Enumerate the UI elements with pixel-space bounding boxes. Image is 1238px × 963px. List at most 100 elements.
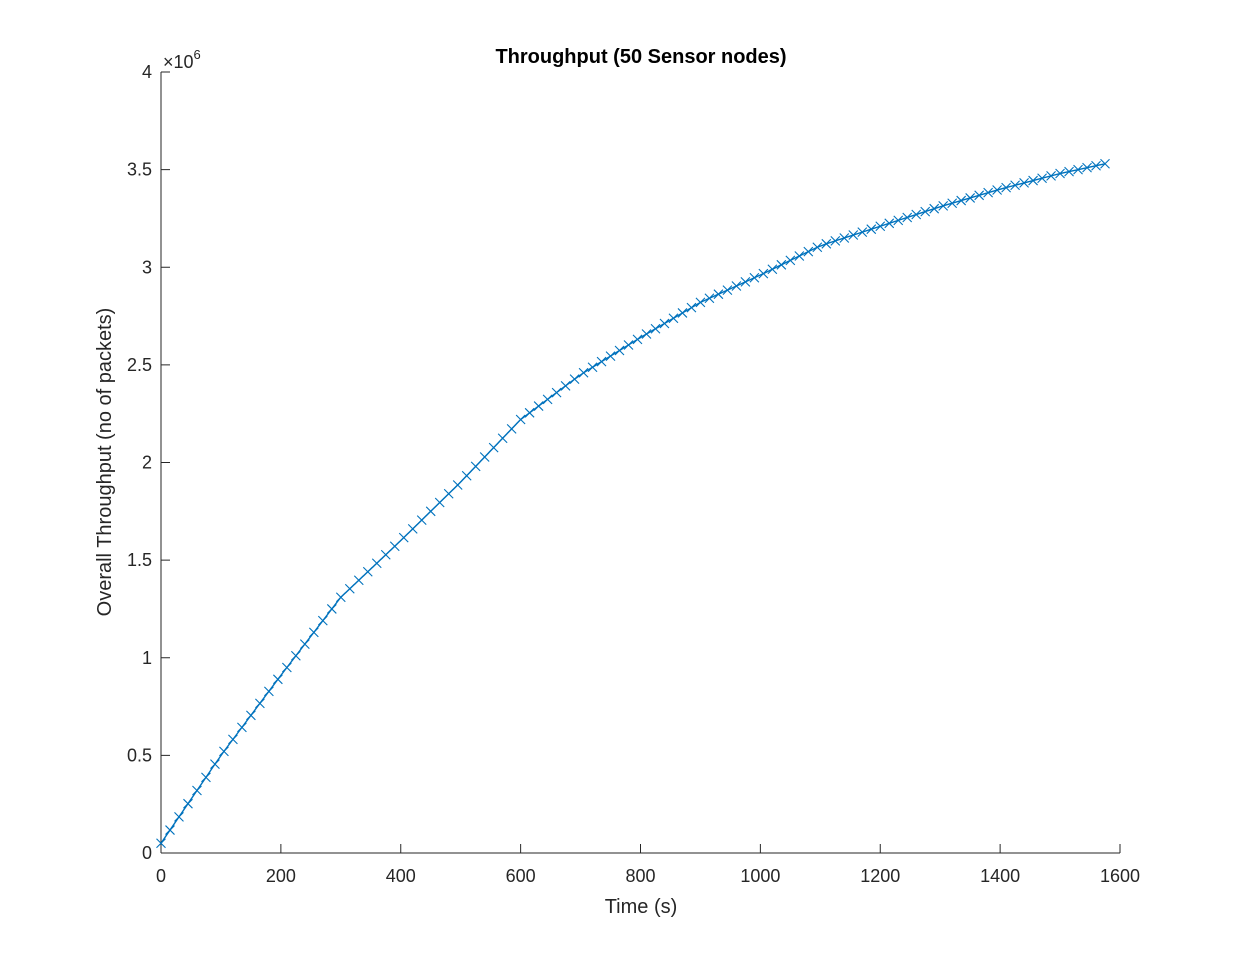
data-point-marker [156,838,166,849]
data-point-marker [920,206,931,217]
data-point-marker [237,722,247,733]
x-tick-label: 1600 [1100,866,1140,886]
data-point-marker [722,285,733,295]
data-point-marker [650,323,661,334]
y-tick-label: 0.5 [127,745,152,765]
data-point-marker [1028,175,1038,186]
data-point-marker [335,592,346,603]
data-point-marker [902,212,913,223]
y-multiplier-exponent: 6 [194,47,201,62]
data-point-marker [794,251,805,261]
data-point-marker [398,532,409,543]
data-point-marker [731,281,742,291]
data-point-marker [344,583,355,594]
data-point-marker [497,433,508,444]
data-point-marker [1019,178,1029,188]
data-point-marker [389,541,400,552]
data-point-marker [686,302,697,313]
data-point-marker [461,470,472,481]
y-multiplier: ×106 [163,47,201,72]
y-tick-label: 1.5 [127,550,152,570]
x-tick-label: 600 [506,866,536,886]
data-point-marker [183,798,193,809]
data-point-marker [1091,160,1101,171]
data-point-marker [299,639,310,649]
data-point-marker [1064,166,1074,177]
data-point-marker [812,242,823,253]
data-point-marker [569,374,580,385]
x-tick-label: 1200 [860,866,900,886]
y-tick-label: 3.5 [127,160,152,180]
y-tick-label: 0 [142,843,152,863]
data-point-marker [371,558,382,569]
data-point-marker [416,515,427,525]
data-point-marker [506,424,517,434]
data-point-marker [165,825,175,835]
data-point-marker [380,549,391,560]
data-point-marker [830,236,841,246]
data-point-marker [758,268,769,279]
data-point-marker [578,367,589,378]
data-point-marker [290,650,301,661]
x-tick-label: 400 [386,866,416,886]
data-point-marker [452,480,463,490]
data-point-marker [533,401,544,411]
x-tick-label: 1400 [980,866,1020,886]
y-tick-label: 1 [142,648,152,668]
y-axis-label: Overall Throughput (no of packets) [94,308,116,617]
y-tick-label: 2.5 [127,355,152,375]
data-point-marker [272,674,283,685]
data-point-marker [1082,162,1092,173]
data-point-marker [605,351,616,361]
data-point-marker [524,407,535,418]
data-point-marker [695,297,706,308]
data-point-marker [632,334,643,345]
y-axis-ticks: 0 0.5 1 1.5 2 2.5 3 3.5 4 [127,62,170,863]
data-point-marker [219,746,229,757]
data-point-marker [677,308,688,318]
data-point-marker [893,215,904,226]
data-point-marker [407,523,418,534]
data-point-marker [470,461,481,472]
data-point-marker [1100,158,1110,169]
data-point-marker [596,356,607,367]
data-point-marker [767,264,778,275]
data-point-marker [201,772,211,783]
series-throughput [156,158,1110,849]
x-axis-label: Time (s) [605,896,678,918]
data-point-marker [479,452,490,462]
svg-text:×106: ×106 [163,47,201,72]
data-point-marker [929,203,940,214]
data-point-marker [425,506,436,517]
data-point-marker [587,362,598,373]
data-point-marker [174,811,184,822]
data-point-marker [246,710,256,721]
data-point-marker [956,195,967,206]
data-point-marker [560,380,571,391]
data-point-marker [848,230,859,240]
y-tick-label: 4 [142,62,152,82]
data-point-marker [938,200,949,211]
data-point-marker [839,233,850,243]
data-point-marker [434,497,445,508]
data-point-marker [983,187,994,198]
data-point-marker [857,227,868,237]
data-point-marker [803,246,814,257]
data-point-marker [515,414,526,425]
data-point-marker [821,238,832,249]
y-tick-label: 2 [142,453,152,473]
data-point-marker [965,193,976,203]
data-point-marker [1055,168,1065,179]
data-point-marker [740,277,751,287]
data-point-marker [326,604,337,614]
data-point-marker [488,442,499,453]
chart-title: Throughput (50 Sensor nodes) [495,46,786,68]
data-point-marker [659,318,670,329]
data-point-marker [263,686,274,697]
data-point-marker [542,394,553,405]
data-point-marker [443,488,454,499]
y-multiplier-base: ×10 [163,52,194,72]
data-point-marker [974,190,985,201]
data-point-marker [192,785,202,796]
